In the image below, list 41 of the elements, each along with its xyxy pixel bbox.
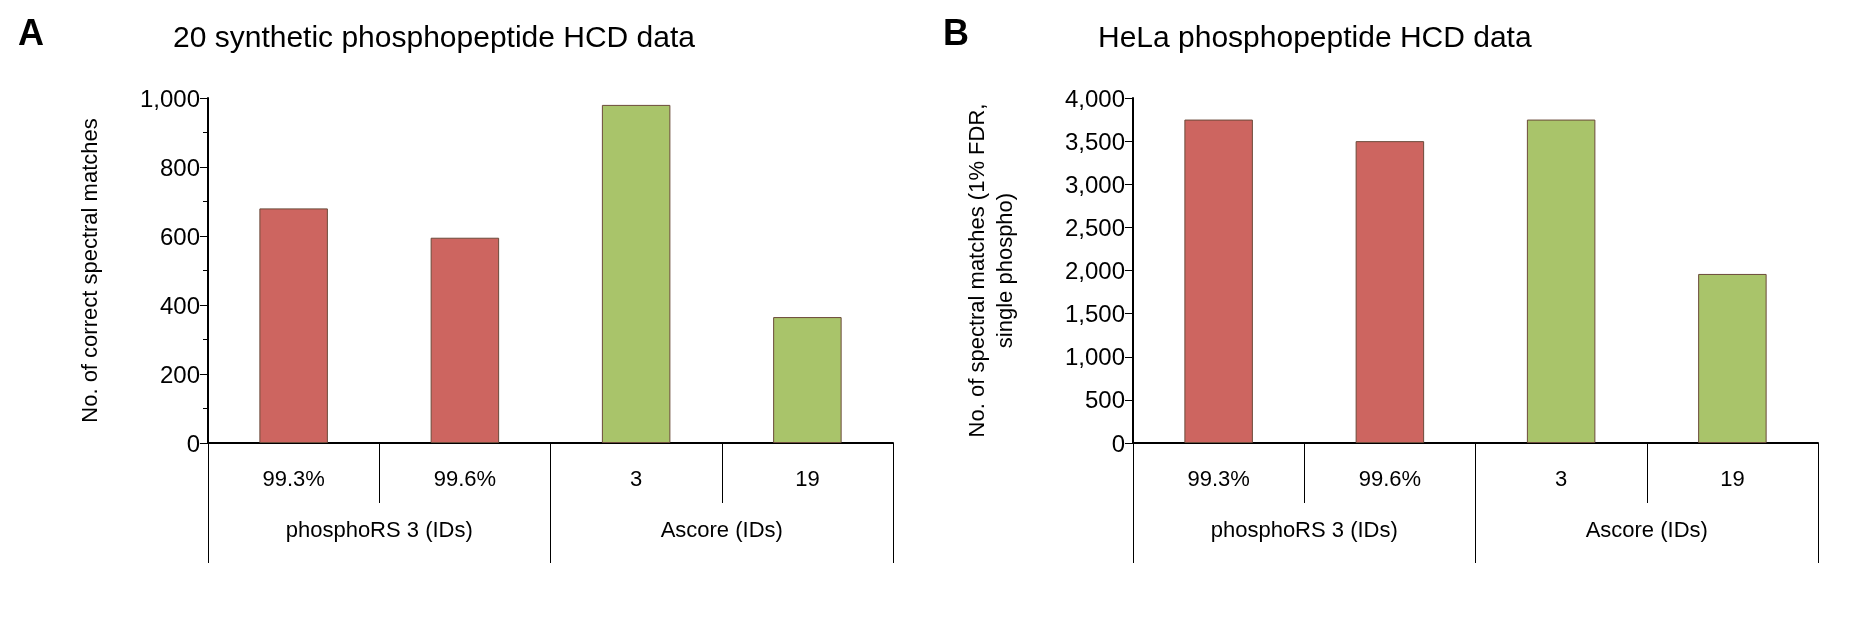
x-tick-label: 99.6% — [1358, 465, 1422, 491]
chart-title: HeLa phosphopeptide HCD data — [1098, 19, 1532, 53]
x-tick-label: 99.3% — [1187, 465, 1250, 491]
bar — [259, 208, 328, 443]
y-axis-title: No. of correct spectral matches — [76, 118, 102, 423]
y-tick-label: 800 — [159, 153, 200, 181]
y-tick-label: 3,500 — [1064, 127, 1125, 155]
y-tick-label: 4,000 — [1064, 84, 1125, 112]
text: phosphoRS 3 (IDs) — [1210, 516, 1398, 542]
y-tick-label: 600 — [159, 222, 200, 250]
x-tick-label: 99.6% — [433, 465, 497, 491]
bar — [1184, 119, 1253, 443]
text: B — [943, 11, 969, 53]
bar — [601, 104, 671, 443]
y-tick-label: 500 — [1084, 386, 1125, 414]
chart-title: 20 synthetic phosphopeptide HCD data — [173, 19, 696, 53]
y-tick-label: 1,000 — [1064, 343, 1125, 371]
y-tick-label: 2,000 — [1064, 257, 1125, 284]
bar — [773, 317, 842, 443]
y-tick-label: 2,500 — [1064, 213, 1125, 241]
x-tick-label: 19 — [1720, 465, 1745, 491]
bar — [1698, 273, 1767, 443]
x-tick-label: 3 — [1555, 465, 1568, 491]
y-axis-title: No. of spectral matches (1% FDR, single phospho) — [963, 103, 1017, 438]
x-tick-label: 99.3% — [262, 465, 325, 491]
y-tick-label: 0 — [1111, 429, 1125, 457]
y-tick-label: 3,000 — [1064, 170, 1125, 198]
x-tick-label: 19 — [795, 465, 820, 491]
y-tick-label: 1,000 — [139, 84, 200, 112]
y-tick-label: 400 — [159, 291, 200, 319]
text: Ascore (IDs) — [660, 516, 783, 542]
y-tick-label: 200 — [159, 360, 200, 388]
bar — [1355, 141, 1425, 443]
text: A — [18, 11, 44, 53]
y-tick-label: 1,500 — [1064, 300, 1125, 328]
text: phosphoRS 3 (IDs) — [285, 516, 473, 542]
y-tick-label: 0 — [186, 429, 200, 457]
text: Ascore (IDs) — [1585, 516, 1708, 542]
bar — [430, 237, 500, 443]
bar — [1526, 119, 1596, 443]
x-tick-label: 3 — [630, 465, 643, 491]
